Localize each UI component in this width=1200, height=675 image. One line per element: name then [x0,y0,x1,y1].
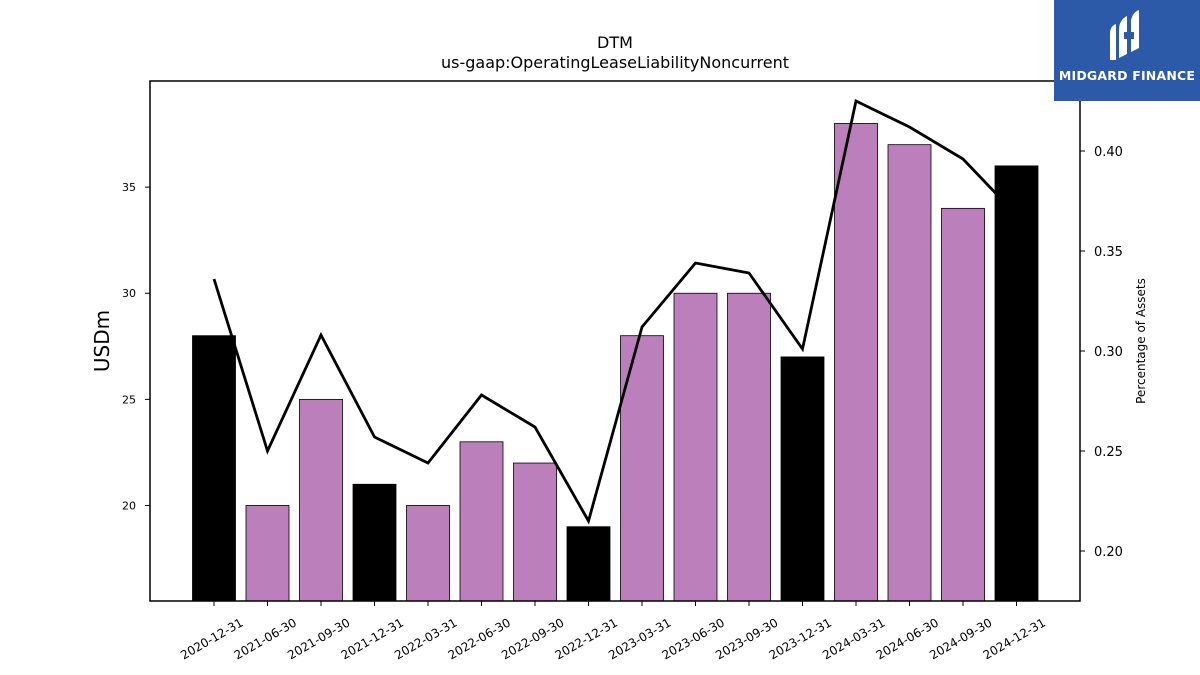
y2-tick-label: 0.25 [1094,445,1123,460]
y-tick-label: 25 [122,393,136,406]
bar-2024-06-30 [887,144,932,602]
y2-tick-label: 0.30 [1094,345,1123,360]
bar-2024-12-31 [994,165,1039,602]
bar-2022-09-30 [513,462,557,602]
y-tick-label: 35 [122,181,136,194]
y2-tick-label: 0.20 [1094,545,1123,560]
bar-2024-03-31 [834,123,878,602]
midgard-finance-logo: MIDGARD FINANCE [1054,0,1200,101]
bar-2023-12-31 [780,356,825,602]
y2-tick-label: 0.35 [1094,245,1123,260]
y-axis-label: USDm [90,310,114,372]
bar-2023-06-30 [673,292,718,602]
y-tick-label: 30 [122,287,136,300]
bar-2022-12-31 [566,526,611,602]
percentage-line [212,98,1018,525]
bar-2022-06-30 [459,441,504,602]
y2-axis-label: Percentage of Assets [1134,278,1148,404]
y-tick-label: 20 [122,499,136,512]
y2-tick-label: 0.40 [1094,145,1123,160]
bar-2021-12-31 [352,483,397,602]
chart-subtitle: us-gaap:OperatingLeaseLiabilityNoncurren… [441,53,789,72]
bar-2021-06-30 [245,505,290,602]
bar-2020-12-31 [192,335,236,602]
chart-title: DTM [597,33,633,52]
bar-2023-03-31 [620,335,664,602]
logo-text: MIDGARD FINANCE [1058,68,1196,83]
plot-frame [149,80,1081,602]
midgard-logo-icon [1110,10,1139,60]
bar-2024-09-30 [941,207,985,602]
bar-2022-03-31 [406,505,450,602]
bar-2023-09-30 [727,292,771,602]
bar-2021-09-30 [299,398,343,602]
